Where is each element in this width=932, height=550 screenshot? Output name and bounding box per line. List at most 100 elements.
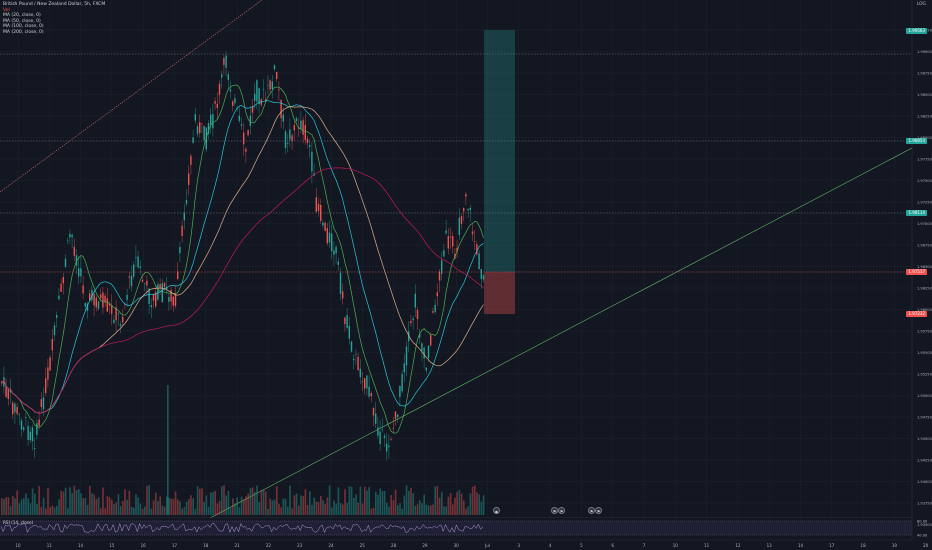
candle-body <box>423 348 425 359</box>
volume-bar <box>45 508 47 515</box>
price-tick-label: 1.96000 <box>917 308 932 312</box>
candle-body <box>3 377 5 387</box>
volume-bar <box>42 497 45 515</box>
volume-bar <box>36 503 38 515</box>
volume-bar <box>69 487 71 515</box>
candle-body <box>245 148 247 152</box>
price-tick-label: 1.94000 <box>917 480 932 484</box>
candle-body <box>355 354 357 355</box>
candle-body <box>291 135 293 141</box>
candle-body <box>414 293 416 308</box>
price-tick-label: 1.94250 <box>917 459 932 463</box>
price-tick-label: 1.98500 <box>917 93 932 97</box>
candle-body <box>399 386 401 397</box>
volume-bar <box>322 500 324 515</box>
volume-bar <box>339 503 342 515</box>
volume-bar <box>302 496 304 515</box>
candle-body <box>141 280 144 282</box>
candle-body <box>276 71 278 80</box>
lower-trend-line <box>209 147 913 519</box>
flag-icon[interactable]: ⚑ <box>595 507 602 514</box>
ma20-line <box>1 84 484 434</box>
candle-body <box>146 280 148 286</box>
volume-bar <box>401 508 403 515</box>
log-scale-button[interactable]: LOG <box>916 2 926 7</box>
ma200-label[interactable]: MA (200, close, 0) <box>3 29 44 35</box>
candle-body <box>412 318 414 321</box>
volume-bar <box>320 495 322 515</box>
volume-bar <box>269 498 271 515</box>
volume-bar <box>403 495 406 515</box>
volume-bar <box>12 495 14 515</box>
volume-bar <box>25 493 27 515</box>
price-tick-label: 1.95250 <box>917 373 932 377</box>
volume-bar <box>245 496 247 515</box>
candle-body <box>295 118 298 122</box>
candle-body <box>201 123 203 125</box>
time-tick-label: 14 <box>78 543 84 548</box>
candle-body <box>476 244 478 255</box>
candle-body <box>106 298 108 312</box>
candle-body <box>31 427 34 442</box>
rsi-label[interactable]: RSI (14, close) <box>3 520 34 525</box>
volume-label[interactable]: Vol <box>3 7 10 13</box>
volume-bar <box>251 487 254 515</box>
volume-bar <box>247 493 249 515</box>
candle-body <box>53 325 56 336</box>
candle-body <box>438 271 441 281</box>
volume-bar <box>170 498 172 515</box>
volume-bar <box>372 507 375 515</box>
candle-body <box>71 234 73 238</box>
candle-body <box>58 295 60 300</box>
candle-body <box>482 275 485 280</box>
volume-bar <box>188 499 190 515</box>
candle-body <box>315 197 317 212</box>
ma20-label[interactable]: MA (20, close, 0) <box>3 13 41 19</box>
candle-body <box>128 276 130 278</box>
candle-body <box>434 304 436 313</box>
volume-bar <box>408 490 410 515</box>
ma100-label[interactable]: MA (100, close, 0) <box>3 24 44 30</box>
candle-body <box>273 65 276 70</box>
volume-bar <box>221 486 223 515</box>
volume-bar <box>260 489 263 515</box>
volume-bar <box>304 489 307 515</box>
candle-body <box>337 261 339 265</box>
volume-bar <box>427 505 430 515</box>
candle-body <box>104 295 106 303</box>
candle-body <box>293 125 295 131</box>
candle-body <box>249 115 251 126</box>
moving-averages <box>1 84 484 434</box>
candle-body <box>390 439 392 440</box>
volume-bar <box>344 489 346 515</box>
volume-bar <box>335 503 337 515</box>
flag-icon[interactable]: ⚑ <box>551 507 558 514</box>
candle-body <box>60 283 62 292</box>
candle-body <box>34 448 36 449</box>
candle-body <box>238 115 240 121</box>
volume-bar <box>157 501 159 515</box>
oscillator-tick-label: 80.00 <box>917 520 928 524</box>
event-marker-icon[interactable]: ◉ <box>493 507 500 514</box>
volume-bar <box>452 504 454 515</box>
volume-bar <box>254 492 256 515</box>
volume-bar <box>14 498 16 515</box>
volume-bar <box>276 486 278 515</box>
flag-icon[interactable]: ⚑ <box>558 507 565 514</box>
symbol-title[interactable]: British Pound / New Zealand Dollar, 5h, … <box>3 2 106 7</box>
volume-bar <box>34 493 36 515</box>
volume-bar <box>58 499 60 515</box>
profit-zone <box>484 30 515 272</box>
volume-bar <box>40 506 43 515</box>
time-tick-label: 20 <box>923 543 929 548</box>
candle-body <box>29 431 31 441</box>
ma50-label[interactable]: MA (50, close, 0) <box>3 18 41 24</box>
flag-icon[interactable]: ⚑ <box>588 507 595 514</box>
candle-body <box>359 368 361 378</box>
candle-body <box>5 386 7 397</box>
time-tick-label: 22 <box>266 543 272 548</box>
rsi-line <box>0 522 483 534</box>
volume-bar <box>474 485 476 515</box>
candle-body <box>364 378 366 389</box>
